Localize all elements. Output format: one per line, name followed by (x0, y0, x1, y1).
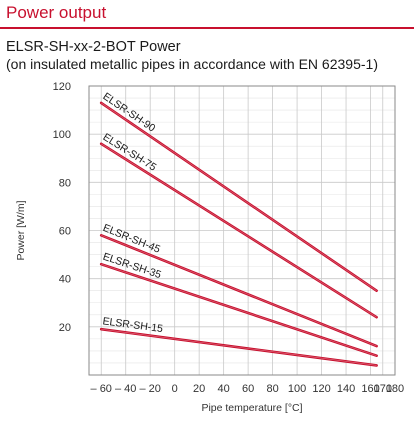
plot-frame (88, 85, 396, 376)
x-tick-label: – 40 (115, 383, 136, 395)
x-tick-label: 20 (193, 383, 205, 395)
chart-subtitle: (on insulated metallic pipes in accordan… (6, 56, 378, 72)
y-tick-label: 100 (53, 129, 71, 141)
section-title: Power output (6, 3, 107, 22)
series-line-elsr-sh-75 (99, 142, 378, 319)
chart-title: ELSR-SH-xx-2-BOT Power (6, 39, 181, 55)
series-highlight-elsr-sh-15 (101, 328, 377, 366)
x-tick-label: 120 (312, 383, 330, 395)
series-line-elsr-sh-90 (99, 101, 378, 293)
header-divider (0, 27, 414, 29)
series-highlight-elsr-sh-45 (101, 234, 377, 347)
y-tick-label: 120 (53, 81, 71, 93)
x-tick-label: 40 (218, 383, 230, 395)
x-tick-label: 100 (288, 383, 306, 395)
x-tick-label: – 60 (91, 383, 112, 395)
y-tick-label: 20 (59, 322, 71, 334)
series-line-elsr-sh-15 (99, 327, 378, 367)
y-tick-label: 80 (59, 177, 71, 189)
x-tick-label: – 20 (139, 383, 160, 395)
section-header: Power output (0, 0, 414, 30)
y-tick-label: 60 (59, 226, 71, 238)
x-tick-label: 60 (242, 383, 254, 395)
series-highlight-elsr-sh-35 (101, 263, 377, 357)
series-highlight-elsr-sh-90 (101, 102, 377, 291)
series-label-elsr-sh-90: ELSR-SH-90 (101, 90, 158, 134)
series-highlight-elsr-sh-75 (101, 143, 377, 318)
x-tick-label: 140 (337, 383, 355, 395)
x-tick-label: 180 (386, 383, 404, 395)
x-tick-label: 170 (374, 383, 392, 395)
series-line-elsr-sh-35 (99, 262, 378, 358)
y-tick-label: 40 (59, 274, 71, 286)
x-tick-label: 0 (172, 383, 178, 395)
series-line-elsr-sh-45 (99, 234, 378, 348)
x-tick-label: 80 (266, 383, 278, 395)
y-axis-label: Power [W/m] (15, 200, 27, 260)
x-axis-label: Pipe temperature [°C] (201, 402, 302, 414)
x-tick-label: 160 (361, 383, 379, 395)
